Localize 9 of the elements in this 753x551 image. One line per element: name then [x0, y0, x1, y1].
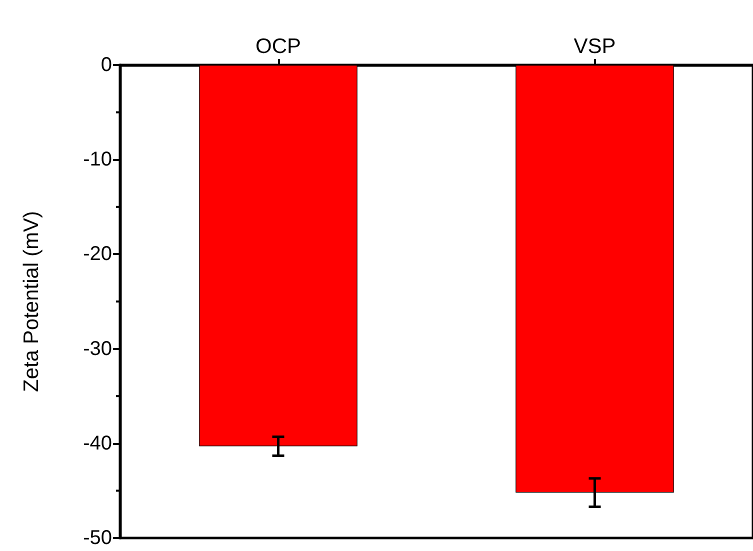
x-tick-label: VSP	[574, 35, 616, 58]
y-tick-label: -20	[83, 243, 112, 266]
y-tick-label: -10	[83, 148, 112, 171]
y-tick-label: -30	[83, 338, 112, 360]
x-tick-label: OCP	[255, 35, 302, 58]
y-tick-label: -50	[83, 527, 112, 549]
y-tick-label: -40	[83, 432, 112, 454]
y-tick-label: 0	[100, 54, 112, 76]
y-axis-title: Zeta Potential (mV)	[20, 211, 43, 392]
